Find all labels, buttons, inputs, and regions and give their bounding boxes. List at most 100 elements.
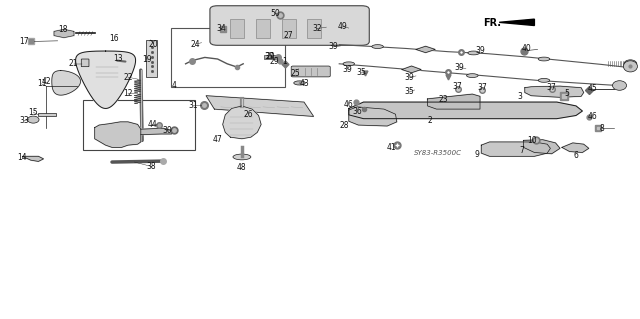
Text: 37: 37 (452, 82, 463, 91)
Ellipse shape (28, 116, 39, 123)
Text: 34: 34 (216, 24, 226, 33)
Ellipse shape (468, 51, 479, 55)
Text: 39: 39 (475, 46, 485, 55)
Ellipse shape (294, 81, 305, 85)
Text: 39: 39 (404, 73, 415, 82)
Text: 20: 20 (148, 40, 159, 48)
Text: 11: 11 (37, 79, 46, 88)
Text: 2: 2 (428, 116, 433, 125)
Polygon shape (141, 128, 173, 135)
Text: 9: 9 (474, 150, 479, 159)
Text: 30: 30 (163, 126, 173, 135)
Polygon shape (52, 70, 81, 95)
Text: 15: 15 (28, 108, 38, 117)
Text: 47: 47 (212, 135, 223, 144)
Text: 38: 38 (147, 162, 157, 171)
Text: 37: 37 (477, 83, 487, 92)
Text: 19: 19 (142, 56, 152, 64)
Polygon shape (562, 143, 589, 152)
Ellipse shape (467, 74, 478, 78)
Text: 1: 1 (282, 57, 287, 66)
Polygon shape (22, 156, 44, 161)
Text: 16: 16 (109, 34, 119, 43)
Text: 39: 39 (454, 63, 465, 72)
Bar (282, 19, 296, 38)
Bar (38, 113, 56, 116)
Bar (307, 19, 321, 38)
Text: 4: 4 (172, 81, 177, 90)
Bar (256, 19, 270, 38)
Text: 31: 31 (188, 101, 198, 110)
Ellipse shape (623, 61, 637, 72)
Polygon shape (349, 107, 397, 126)
Text: 33: 33 (19, 116, 29, 125)
Text: 29: 29 (269, 57, 279, 66)
FancyBboxPatch shape (291, 66, 330, 77)
Text: 43: 43 (300, 79, 310, 88)
Text: 41: 41 (387, 143, 397, 152)
Text: 35: 35 (404, 87, 415, 96)
Text: 12: 12 (124, 89, 132, 98)
Text: 17: 17 (19, 37, 29, 46)
Polygon shape (54, 29, 74, 38)
Text: 14: 14 (17, 153, 28, 162)
Text: 25: 25 (291, 69, 301, 78)
Text: 42: 42 (42, 77, 52, 86)
Text: 10: 10 (527, 137, 538, 145)
Bar (264, 55, 277, 59)
Polygon shape (481, 142, 550, 156)
Text: 6: 6 (573, 151, 579, 160)
Polygon shape (402, 66, 421, 73)
Text: 3: 3 (517, 92, 522, 101)
FancyBboxPatch shape (81, 59, 89, 67)
Ellipse shape (624, 60, 637, 68)
Bar (230, 19, 244, 38)
Text: 46: 46 (344, 100, 354, 109)
Text: 23: 23 (438, 95, 448, 104)
Text: 49: 49 (337, 22, 348, 31)
Text: 26: 26 (243, 110, 253, 119)
Text: 5: 5 (564, 89, 569, 98)
Ellipse shape (372, 45, 383, 48)
Text: 28: 28 (340, 121, 349, 130)
Text: 50: 50 (270, 9, 280, 18)
Text: 35: 35 (356, 68, 367, 77)
Ellipse shape (233, 154, 251, 160)
Text: 32: 32 (312, 24, 322, 33)
Polygon shape (416, 46, 435, 53)
Polygon shape (95, 122, 141, 147)
Polygon shape (76, 51, 136, 108)
Text: 44: 44 (147, 120, 157, 129)
Text: FR.: FR. (483, 18, 501, 28)
Text: 18: 18 (58, 25, 67, 34)
Text: 46: 46 (587, 112, 597, 121)
Text: 24: 24 (190, 40, 200, 48)
Ellipse shape (538, 57, 550, 61)
Text: 7: 7 (519, 146, 524, 155)
Text: 37: 37 (547, 83, 557, 92)
Text: 48: 48 (237, 163, 247, 172)
Text: 39: 39 (342, 65, 352, 74)
Text: 29: 29 (265, 52, 275, 61)
FancyBboxPatch shape (210, 6, 369, 45)
Ellipse shape (538, 78, 550, 82)
Polygon shape (349, 102, 582, 119)
Text: 45: 45 (587, 84, 597, 93)
Text: 21: 21 (69, 59, 78, 68)
Text: 13: 13 (113, 54, 124, 63)
Text: 40: 40 (521, 44, 531, 53)
Polygon shape (525, 86, 584, 97)
Bar (171, 28, 285, 87)
Polygon shape (524, 140, 560, 154)
Text: 22: 22 (124, 73, 132, 82)
Text: 8: 8 (599, 124, 604, 133)
Text: 39: 39 (328, 42, 338, 51)
Ellipse shape (343, 62, 355, 66)
Text: 37: 37 (264, 52, 274, 61)
Polygon shape (428, 94, 480, 109)
Text: SY83-R3500C: SY83-R3500C (415, 150, 463, 156)
Polygon shape (223, 106, 261, 139)
Bar (83, 100, 195, 150)
Polygon shape (499, 19, 534, 26)
Text: 27: 27 (283, 31, 293, 40)
